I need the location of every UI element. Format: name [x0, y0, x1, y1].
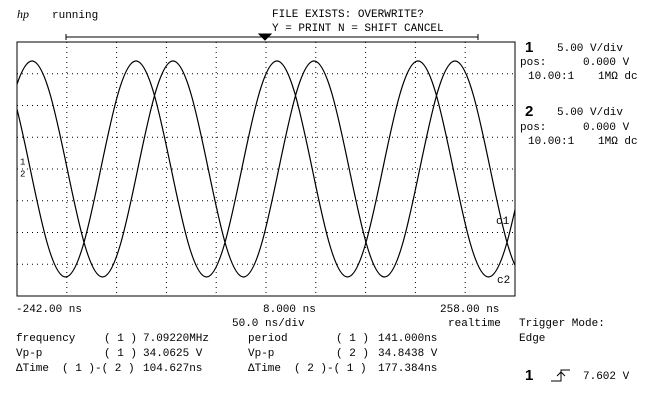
- edge-icon: [551, 369, 570, 382]
- channel-pos: 0.000 V: [583, 57, 630, 69]
- meas-value: 177.384ns: [378, 363, 437, 375]
- meas-channel: ( 1 ): [336, 333, 369, 345]
- time-left: -242.00 ns: [16, 304, 82, 316]
- meas-value: 141.000ns: [378, 333, 437, 345]
- ground-marker-2: 2: [20, 169, 25, 179]
- probe: 10.00:1: [528, 71, 575, 83]
- time-center: 8.000 ns: [263, 304, 316, 316]
- graticule: [17, 42, 515, 296]
- logo: hp: [17, 7, 29, 21]
- meas-channel: ( 2 )-( 1 ): [294, 363, 367, 375]
- channel-scale: 5.00 V/div: [557, 43, 623, 55]
- time-scale: 50.0 ns/div: [232, 318, 305, 330]
- meas-name: frequency: [16, 333, 76, 345]
- pos-label: pos:: [520, 57, 546, 69]
- coupling: 1MΩ dc: [598, 136, 638, 148]
- time-ruler: [65, 33, 479, 41]
- meas-value: 34.0625 V: [143, 348, 203, 360]
- meas-name: Vp-p: [248, 348, 274, 360]
- time-right: 258.00 ns: [440, 304, 499, 316]
- meas-value: 104.627ns: [143, 363, 202, 375]
- trace-2: [17, 60, 515, 278]
- meas-value: 7.09220MHz: [143, 333, 209, 345]
- trigger-mode: Edge: [519, 333, 545, 345]
- trace-label: c2: [497, 275, 510, 287]
- trigger-level: 7.602 V: [583, 371, 630, 383]
- meas-name: period: [248, 333, 288, 345]
- meas-channel: ( 1 ): [104, 348, 137, 360]
- coupling: 1MΩ dc: [598, 71, 638, 83]
- channel-scale: 5.00 V/div: [557, 107, 623, 119]
- run-status: running: [52, 10, 98, 22]
- trace-label: c1: [496, 216, 510, 228]
- meas-channel: ( 1 )-( 2 ): [62, 363, 135, 375]
- trigger-mode-label: Trigger Mode:: [519, 318, 605, 330]
- channel-number: 2: [525, 103, 533, 120]
- ground-marker-1: 1: [20, 157, 25, 167]
- trace-1: [17, 60, 515, 278]
- prompt: FILE EXISTS: OVERWRITE?: [272, 9, 424, 21]
- channel-pos: 0.000 V: [583, 122, 630, 134]
- meas-name: ΔTime: [248, 363, 281, 375]
- channel-number: 1: [525, 39, 533, 56]
- meas-name: ΔTime: [16, 363, 49, 375]
- probe: 10.00:1: [528, 136, 575, 148]
- meas-channel: ( 1 ): [104, 333, 137, 345]
- acq-mode: realtime: [448, 318, 501, 330]
- prompt-keys: Y = PRINT N = SHIFT CANCEL: [272, 23, 444, 35]
- trigger-channel: 1: [525, 367, 533, 384]
- meas-value: 34.8438 V: [378, 348, 438, 360]
- meas-channel: ( 2 ): [336, 348, 369, 360]
- pos-label: pos:: [520, 122, 546, 134]
- meas-name: Vp-p: [16, 348, 42, 360]
